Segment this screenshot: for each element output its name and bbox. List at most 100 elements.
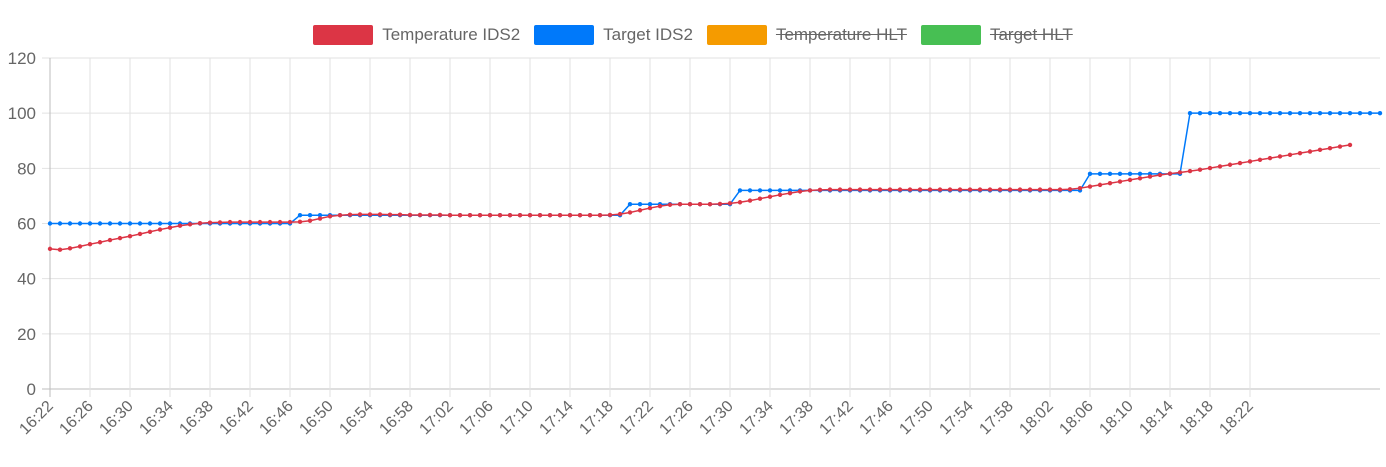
data-point[interactable] [207, 220, 213, 225]
data-point[interactable] [557, 213, 563, 218]
data-point[interactable] [747, 198, 753, 203]
data-point[interactable] [107, 221, 113, 226]
data-point[interactable] [357, 212, 363, 217]
data-point[interactable] [1147, 174, 1153, 179]
data-point[interactable] [1287, 110, 1293, 116]
data-point[interactable] [467, 213, 473, 218]
data-point[interactable] [137, 231, 143, 237]
data-point[interactable] [1227, 110, 1233, 116]
data-point[interactable] [1087, 171, 1093, 177]
data-point[interactable] [307, 213, 313, 218]
data-point[interactable] [937, 187, 943, 192]
data-point[interactable] [387, 212, 393, 217]
data-point[interactable] [277, 219, 283, 225]
data-point[interactable] [1317, 110, 1323, 116]
data-point[interactable] [517, 213, 523, 218]
data-point[interactable] [1017, 187, 1023, 192]
data-point[interactable] [437, 212, 443, 218]
data-point[interactable] [767, 188, 773, 193]
data-point[interactable] [777, 192, 783, 198]
data-point[interactable] [1197, 167, 1203, 172]
data-point[interactable] [1247, 110, 1253, 116]
data-point[interactable] [317, 216, 323, 221]
data-point[interactable] [1207, 110, 1213, 116]
data-point[interactable] [787, 190, 793, 196]
data-point[interactable] [667, 202, 673, 207]
data-point[interactable] [847, 187, 853, 192]
data-point[interactable] [807, 188, 813, 193]
data-point[interactable] [67, 221, 73, 226]
data-point[interactable] [907, 187, 913, 192]
data-point[interactable] [197, 221, 203, 226]
data-point[interactable] [1337, 144, 1343, 149]
data-point[interactable] [297, 219, 303, 225]
data-point[interactable] [67, 246, 73, 251]
data-point[interactable] [407, 212, 413, 218]
data-point[interactable] [1087, 184, 1093, 189]
data-point[interactable] [697, 201, 703, 207]
data-point[interactable] [637, 208, 643, 213]
data-point[interactable] [287, 219, 293, 225]
data-point[interactable] [1157, 172, 1163, 178]
data-point[interactable] [1267, 155, 1273, 161]
data-point[interactable] [267, 219, 273, 225]
data-point[interactable] [127, 221, 133, 226]
data-point[interactable] [1357, 110, 1363, 116]
data-point[interactable] [127, 233, 133, 239]
data-point[interactable] [1037, 187, 1043, 192]
data-point[interactable] [537, 213, 543, 218]
data-point[interactable] [817, 187, 823, 193]
data-point[interactable] [157, 227, 163, 232]
data-point[interactable] [747, 188, 753, 193]
data-point[interactable] [657, 203, 663, 209]
data-point[interactable] [1127, 171, 1133, 177]
data-point[interactable] [1247, 159, 1253, 164]
legend-item[interactable]: Temperature HLT [706, 25, 907, 45]
data-point[interactable] [1117, 171, 1123, 177]
data-point[interactable] [1367, 110, 1373, 116]
data-point[interactable] [587, 213, 593, 218]
data-point[interactable] [1327, 145, 1333, 151]
data-point[interactable] [577, 213, 583, 218]
data-point[interactable] [1317, 147, 1323, 153]
legend-item[interactable]: Target IDS2 [534, 25, 693, 45]
data-point[interactable] [187, 222, 193, 227]
data-point[interactable] [487, 213, 493, 218]
data-point[interactable] [717, 201, 723, 207]
data-point[interactable] [797, 189, 803, 194]
data-point[interactable] [1047, 187, 1053, 192]
data-point[interactable] [1117, 179, 1123, 184]
data-point[interactable] [1077, 185, 1083, 191]
data-point[interactable] [997, 187, 1003, 192]
data-point[interactable] [147, 229, 153, 234]
data-point[interactable] [457, 213, 463, 218]
data-point[interactable] [777, 188, 783, 193]
data-point[interactable] [987, 187, 993, 192]
data-point[interactable] [887, 187, 893, 192]
data-point[interactable] [1007, 187, 1013, 192]
data-point[interactable] [917, 187, 923, 192]
data-point[interactable] [677, 201, 683, 207]
data-point[interactable] [1377, 110, 1383, 116]
data-point[interactable] [767, 194, 773, 199]
data-point[interactable] [417, 212, 423, 218]
data-point[interactable] [1307, 110, 1313, 116]
data-point[interactable] [87, 241, 93, 247]
data-point[interactable] [167, 225, 173, 230]
data-point[interactable] [317, 213, 323, 218]
data-point[interactable] [247, 219, 253, 225]
data-point[interactable] [1137, 171, 1143, 177]
data-point[interactable] [897, 187, 903, 192]
data-point[interactable] [707, 201, 713, 207]
data-point[interactable] [227, 219, 233, 225]
data-point[interactable] [1177, 170, 1183, 175]
data-point[interactable] [527, 213, 533, 218]
data-point[interactable] [867, 187, 873, 192]
data-point[interactable] [757, 188, 763, 193]
data-point[interactable] [837, 187, 843, 192]
data-point[interactable] [167, 221, 173, 226]
data-point[interactable] [77, 221, 83, 226]
data-point[interactable] [1097, 171, 1103, 177]
data-point[interactable] [927, 187, 933, 192]
data-point[interactable] [77, 244, 83, 249]
